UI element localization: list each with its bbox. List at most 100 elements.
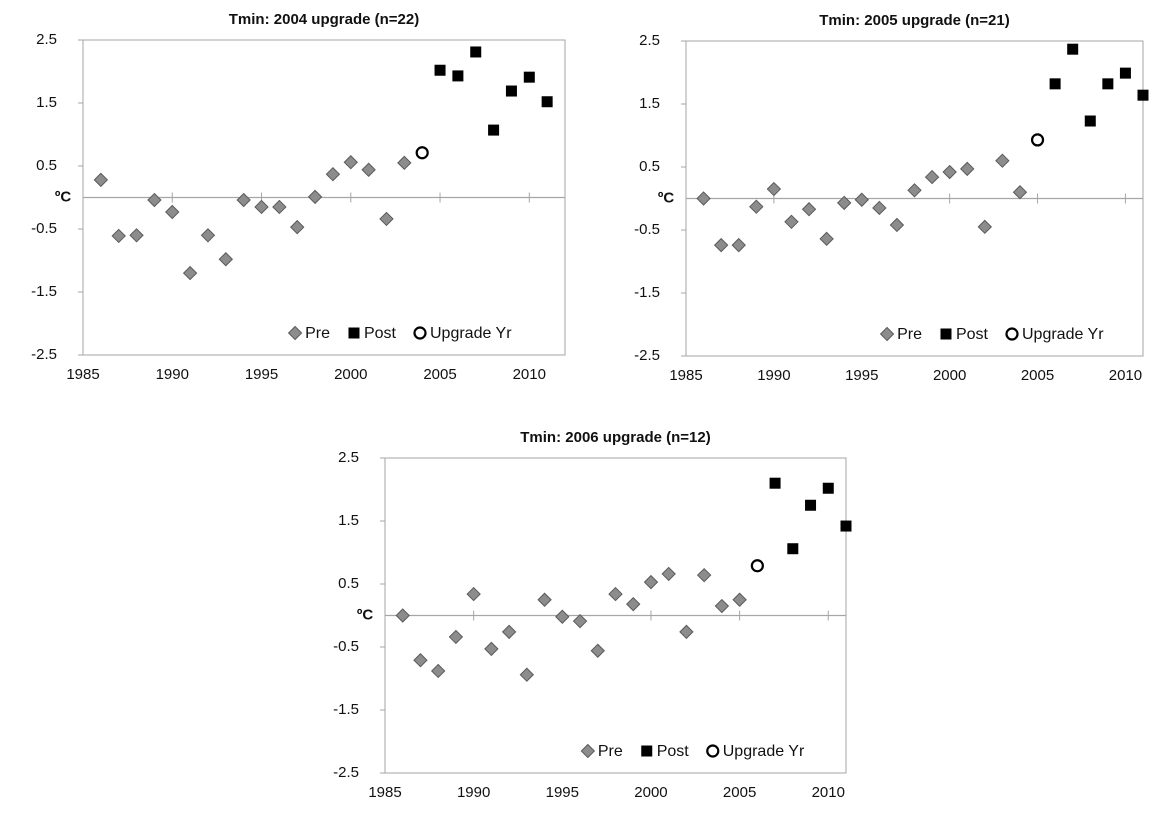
legend-marker: [348, 327, 360, 339]
point: [523, 71, 535, 83]
point: [452, 70, 464, 82]
point: [254, 199, 269, 215]
point: [218, 252, 234, 267]
point: [572, 613, 588, 629]
legend-marker: [641, 745, 653, 757]
legend-label: Post: [956, 326, 989, 343]
y-tick-label: 2.5: [639, 32, 660, 49]
point: [801, 202, 817, 217]
point: [732, 592, 747, 607]
point: [272, 199, 287, 215]
legend-label: Post: [364, 325, 397, 342]
point: [430, 663, 446, 679]
point: [488, 124, 500, 136]
point: [343, 155, 358, 170]
y-axis-label: ºC: [357, 606, 373, 623]
y-tick-label: 0.5: [36, 157, 57, 174]
x-tick-label: 2000: [334, 366, 367, 383]
y-tick-label: 1.5: [338, 512, 359, 529]
point: [470, 46, 482, 58]
point: [448, 629, 464, 645]
y-tick-label: 2.5: [338, 449, 359, 466]
point: [1119, 67, 1131, 79]
point: [415, 146, 429, 160]
y-tick-label: 2.5: [36, 31, 57, 48]
point: [434, 64, 446, 76]
point: [505, 85, 517, 97]
chart-title: Tmin: 2005 upgrade (n=21): [819, 12, 1009, 29]
legend-marker: [287, 325, 303, 341]
point: [537, 592, 552, 607]
point: [731, 237, 746, 253]
y-tick-label: -1.5: [31, 283, 57, 300]
point: [590, 643, 605, 658]
point: [397, 155, 412, 171]
point: [696, 191, 711, 206]
point: [713, 237, 729, 253]
chart-panel: Tmin: 2004 upgrade (n=22) ºC 2.5 1.5 0.5 -0.5…: [31, 11, 566, 383]
point: [819, 231, 834, 247]
point: [787, 543, 799, 555]
point: [608, 586, 623, 602]
point: [290, 219, 305, 235]
legend-label: Pre: [598, 743, 623, 760]
point: [995, 153, 1010, 168]
legend-label: Upgrade Yr: [1022, 326, 1104, 343]
point: [165, 204, 180, 220]
x-tick-label: 2005: [1021, 367, 1054, 384]
x-tick-label: 1995: [245, 366, 278, 383]
point: [907, 183, 922, 198]
legend-label: Post: [657, 743, 690, 760]
point: [626, 596, 641, 612]
x-tick-label: 1995: [845, 367, 878, 384]
point: [182, 265, 198, 281]
point: [501, 624, 517, 640]
point: [872, 200, 887, 216]
point: [1030, 133, 1045, 147]
legend-marker: [413, 326, 427, 340]
y-axis-label: ºC: [658, 189, 674, 206]
y-tick-label: 0.5: [639, 158, 660, 175]
x-tick-label: 1990: [757, 367, 790, 384]
point: [749, 199, 764, 214]
legend-marker: [940, 328, 952, 340]
legend-label: Pre: [305, 325, 330, 342]
point: [1067, 43, 1079, 55]
x-tick-label: 1990: [156, 366, 189, 383]
point: [379, 211, 394, 227]
point: [822, 482, 834, 494]
point: [325, 166, 341, 182]
point: [661, 566, 676, 582]
x-tick-label: 1995: [546, 784, 579, 801]
chart-panel: Tmin: 2006 upgrade (n=12) ºC 2.5 1.5 0.5 -0.5…: [333, 429, 852, 801]
y-tick-label: -0.5: [333, 638, 359, 655]
y-axis-label: ºC: [55, 188, 71, 205]
x-tick-label: 2010: [1109, 367, 1142, 384]
point: [643, 574, 659, 590]
point: [836, 195, 852, 211]
point: [111, 228, 126, 244]
point: [750, 559, 764, 573]
y-tick-label: -2.5: [333, 764, 359, 781]
x-tick-label: 2005: [423, 366, 456, 383]
point: [395, 608, 410, 623]
point: [679, 624, 694, 640]
y-tick-label: 0.5: [338, 575, 359, 592]
chart-panel: Tmin: 2005 upgrade (n=21) ºC 2.5 1.5 0.5 -0.5…: [634, 12, 1149, 384]
point: [854, 192, 869, 207]
y-tick-label: -1.5: [333, 701, 359, 718]
point: [805, 499, 817, 511]
x-tick-label: 2005: [723, 784, 756, 801]
point: [541, 96, 553, 108]
point: [361, 162, 376, 177]
point: [1102, 78, 1114, 90]
point: [696, 567, 712, 583]
legend-marker: [580, 743, 596, 759]
point: [93, 172, 109, 188]
point: [769, 477, 781, 489]
x-tick-label: 2000: [933, 367, 966, 384]
point: [840, 520, 852, 532]
point: [466, 586, 481, 602]
point: [555, 609, 570, 624]
x-tick-label: 2000: [634, 784, 667, 801]
